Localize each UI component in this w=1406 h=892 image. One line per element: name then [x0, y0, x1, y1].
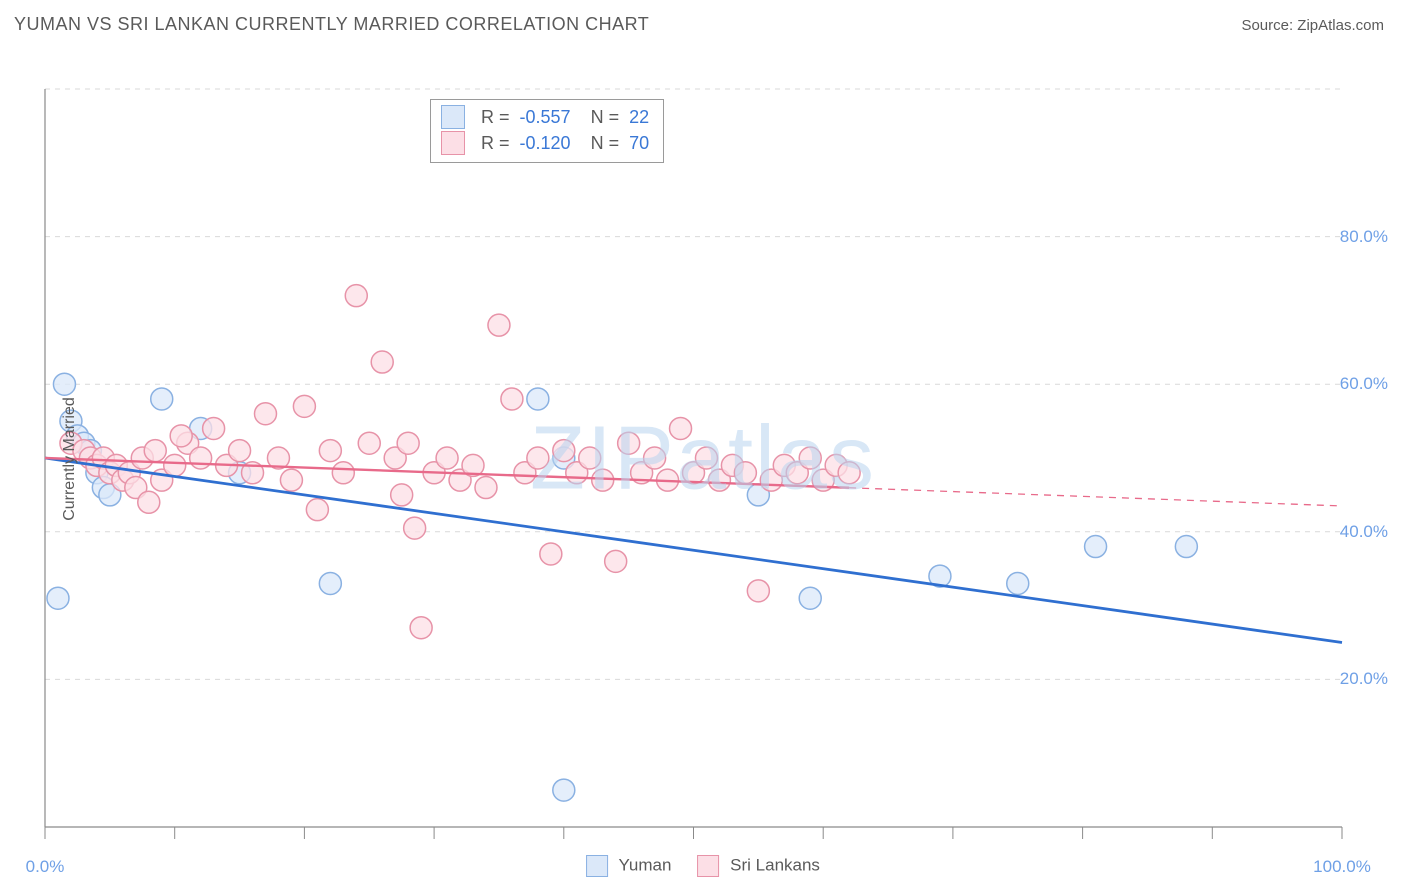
y-tick-label: 40.0%	[1340, 522, 1388, 542]
legend-label-yuman: Yuman	[618, 855, 671, 874]
x-tick-label: 100.0%	[1313, 857, 1371, 877]
y-axis-label: Currently Married	[61, 397, 79, 521]
corr-n-yuman: 22	[629, 104, 649, 130]
correlation-box: R = -0.557 N = 22 R = -0.120 N = 70	[430, 99, 664, 163]
corr-row-yuman: R = -0.557 N = 22	[441, 104, 649, 130]
corr-swatch-srilankans	[441, 131, 465, 155]
legend-item-srilankans: Sri Lankans	[697, 855, 820, 877]
swatch-yuman	[586, 855, 608, 877]
header: YUMAN VS SRI LANKAN CURRENTLY MARRIED CO…	[0, 0, 1406, 41]
corr-r-srilankans: -0.120	[520, 130, 571, 156]
y-tick-label: 60.0%	[1340, 374, 1388, 394]
y-tick-label: 80.0%	[1340, 227, 1388, 247]
corr-n-srilankans: 70	[629, 130, 649, 156]
bottom-legend: Yuman Sri Lankans	[586, 855, 820, 877]
swatch-srilankans	[697, 855, 719, 877]
y-tick-label: 20.0%	[1340, 669, 1388, 689]
scatter-chart	[0, 41, 1406, 877]
source-attribution: Source: ZipAtlas.com	[1241, 17, 1384, 34]
corr-r-yuman: -0.557	[520, 104, 571, 130]
x-tick-label: 0.0%	[26, 857, 65, 877]
corr-row-srilankans: R = -0.120 N = 70	[441, 130, 649, 156]
chart-title: YUMAN VS SRI LANKAN CURRENTLY MARRIED CO…	[14, 14, 649, 35]
legend-item-yuman: Yuman	[586, 855, 671, 877]
chart-container: ZIPatlas Currently Married 20.0%40.0%60.…	[0, 41, 1406, 877]
corr-swatch-yuman	[441, 105, 465, 129]
legend-label-srilankans: Sri Lankans	[730, 855, 820, 874]
